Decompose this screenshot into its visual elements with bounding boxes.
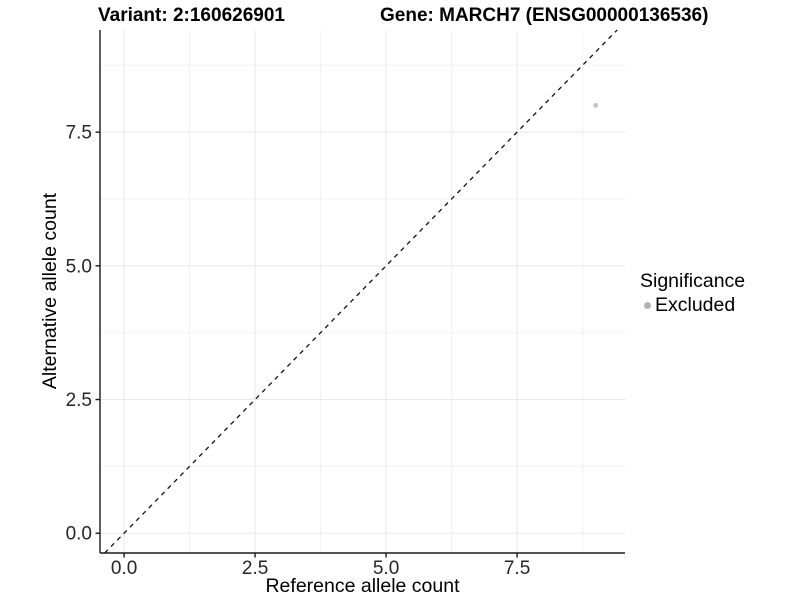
legend-item-label: Excluded [655,293,736,316]
x-axis-title: Reference allele count [265,575,460,597]
identity-dashed-line [104,29,618,554]
data-points-group [593,103,599,108]
y-tick-label: 0.0 [66,524,92,545]
identity-line-group [104,29,618,554]
y-tick-label: 7.5 [66,123,92,144]
axes-group: 0.0 2.5 5.0 7.5 0.0 2.5 5.0 7.5 [66,30,625,579]
legend-key [640,298,655,313]
legend-item-excluded: Excluded [640,294,745,316]
variant-title: Variant: 2:160626901 [98,5,285,26]
x-tick-label: 0.0 [111,558,137,579]
data-point [593,103,599,108]
legend-point-icon [644,301,651,309]
y-tick-label: 5.0 [66,256,92,277]
minor-gridlines [100,30,625,553]
gene-title: Gene: MARCH7 (ENSG00000136536) [380,5,709,26]
x-tick-label: 2.5 [242,558,268,579]
x-tick-label: 5.0 [373,558,399,579]
x-tick-label: 7.5 [504,558,530,579]
y-tick-label: 2.5 [66,390,92,411]
y-axis-title: Alternative allele count [39,192,61,390]
major-gridlines [100,30,625,553]
legend: Significance Excluded [640,270,745,316]
legend-title: Significance [640,270,746,292]
